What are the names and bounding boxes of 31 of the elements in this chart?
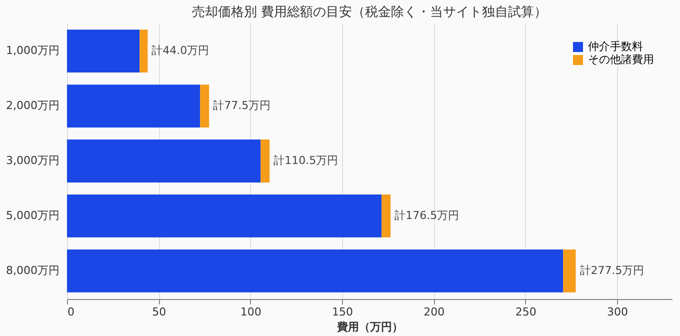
y-tick-label: 1,000万円	[6, 44, 60, 58]
total-label: 計77.5万円	[213, 99, 271, 112]
total-label: 計44.0万円	[152, 44, 210, 58]
total-label: 計176.5万円	[394, 208, 460, 222]
x-tick-label: 200	[424, 306, 445, 318]
x-tick-label: 100	[240, 306, 262, 318]
x-tick-label: 150	[332, 306, 353, 318]
bar	[67, 194, 382, 238]
y-tick-label: 8,000万円	[6, 264, 60, 277]
legend-label: その他諸費用	[588, 53, 654, 66]
bar	[200, 84, 210, 128]
total-label: 計277.5万円	[580, 264, 644, 277]
y-tick-label: 3,000万円	[6, 154, 60, 167]
x-tick-label: 300	[607, 306, 628, 318]
bar	[67, 30, 140, 72]
bar	[67, 250, 564, 292]
bar	[140, 30, 148, 72]
bar	[67, 84, 200, 128]
legend-label: 仲介手数料	[588, 40, 643, 53]
x-tick-label: 250	[515, 306, 536, 318]
x-axis-title: 費用（万円）	[336, 320, 403, 334]
bar	[563, 250, 576, 292]
bar	[382, 194, 391, 238]
x-tick-label: 50	[152, 306, 166, 318]
bar	[260, 140, 270, 182]
y-tick-label: 5,000万円	[6, 208, 60, 222]
bar	[67, 140, 261, 182]
x-tick-label: 0	[68, 306, 74, 318]
total-label: 計110.5万円	[274, 154, 338, 167]
y-tick-label: 2,000万円	[6, 99, 60, 112]
chart-title: 売却価格別 費用総額の目安（税金除く・当サイト独自試算）	[192, 4, 548, 20]
